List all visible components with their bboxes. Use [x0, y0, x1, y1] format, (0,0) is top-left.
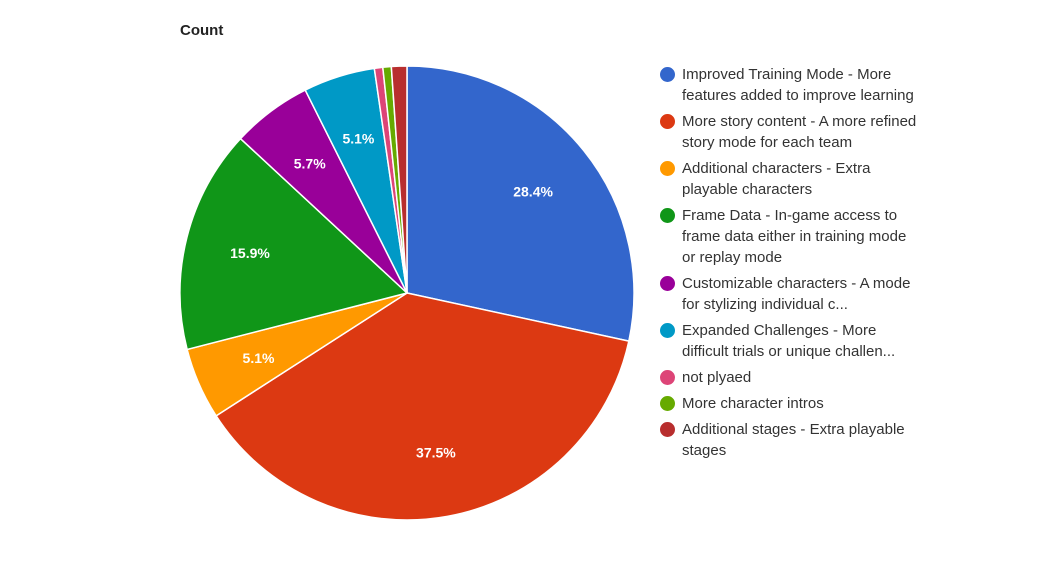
legend-label: Additional characters - Extra playable c…	[682, 160, 871, 198]
pie-slices	[179, 65, 635, 521]
legend-label: Expanded Challenges - More difficult tri…	[682, 322, 896, 360]
slice-data-label-4: 5.7%	[294, 156, 326, 172]
legend-swatch	[660, 114, 675, 129]
pie-slice-0[interactable]	[406, 65, 635, 343]
legend-swatch	[660, 208, 675, 223]
legend-swatch	[660, 67, 675, 82]
legend-item-1[interactable]: More story content - A more refined stor…	[660, 111, 920, 153]
pie-slice-3[interactable]	[179, 137, 409, 351]
slice-data-label-0: 28.4%	[513, 183, 553, 199]
slice-data-label-3: 15.9%	[230, 245, 270, 261]
legend-swatch	[660, 276, 675, 291]
legend-swatch	[660, 370, 675, 385]
legend-swatch	[660, 161, 675, 176]
legend-label: not plyaed	[682, 369, 752, 386]
slice-data-label-1: 37.5%	[416, 444, 456, 460]
chart-title: Count	[180, 22, 224, 39]
legend-label: Customizable characters - A mode for sty…	[682, 275, 911, 313]
legend-item-6[interactable]: not plyaed	[660, 367, 920, 388]
legend-label: Improved Training Mode - More features a…	[682, 66, 914, 104]
legend-item-2[interactable]: Additional characters - Extra playable c…	[660, 158, 920, 200]
legend-item-8[interactable]: Additional stages - Extra playable stage…	[660, 419, 920, 461]
pie-slice-labels: 28.4% 37.5% 5.1% 15.9% 5.7% 5.1%	[230, 131, 553, 461]
slice-data-label-2: 5.1%	[243, 350, 275, 366]
legend-swatch	[660, 323, 675, 338]
pie-slice-8[interactable]	[390, 65, 408, 294]
legend-label: More character intros	[682, 395, 824, 412]
legend-item-0[interactable]: Improved Training Mode - More features a…	[660, 64, 920, 106]
legend-item-3[interactable]: Frame Data - In-game access to frame dat…	[660, 205, 920, 268]
legend-swatch	[660, 396, 675, 411]
legend-item-5[interactable]: Expanded Challenges - More difficult tri…	[660, 320, 920, 362]
slice-data-label-5: 5.1%	[342, 131, 374, 147]
legend-label: More story content - A more refined stor…	[682, 113, 917, 151]
legend-label: Additional stages - Extra playable stage…	[682, 421, 905, 459]
legend-item-7[interactable]: More character intros	[660, 393, 920, 414]
legend-label: Frame Data - In-game access to frame dat…	[682, 207, 907, 266]
chart-legend: Improved Training Mode - More features a…	[660, 64, 920, 466]
pie-chart: 28.4% 37.5% 5.1% 15.9% 5.7% 5.1%	[179, 65, 635, 521]
legend-swatch	[660, 422, 675, 437]
legend-item-4[interactable]: Customizable characters - A mode for sty…	[660, 273, 920, 315]
